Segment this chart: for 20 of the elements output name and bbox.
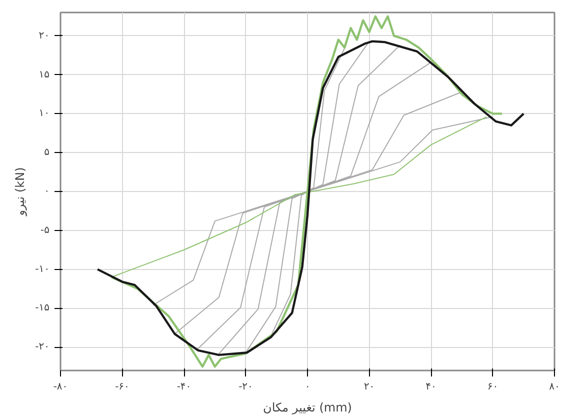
y-tick-label: ۱۵ bbox=[38, 69, 50, 80]
y-tick-label: -۵ bbox=[40, 224, 50, 236]
x-tick-label: ۴۰ bbox=[426, 382, 436, 392]
y-tick-label: ۰ bbox=[44, 186, 50, 197]
x-tick-label: ۶۰ bbox=[487, 382, 498, 392]
y-tick-label: -۱۰ bbox=[35, 264, 50, 275]
x-tick-label: ۸۰ bbox=[549, 382, 560, 392]
x-tick-label: -۴۰ bbox=[176, 382, 192, 392]
y-tick-label: -۲۰ bbox=[35, 342, 50, 353]
y-tick-label: -۱۵ bbox=[35, 302, 50, 314]
x-axis-title: تغییر مکان (mm) bbox=[263, 400, 352, 414]
y-tick-label: ۲۰ bbox=[38, 30, 50, 42]
y-axis-title: نیرو (kN) bbox=[13, 167, 28, 217]
y-tick-label: ۱۰ bbox=[38, 108, 50, 120]
x-tick-label: ۲۰ bbox=[364, 382, 375, 392]
x-tick-label: -۸۰ bbox=[53, 382, 68, 392]
y-tick-label: ۵ bbox=[44, 147, 50, 158]
x-tick-label: -۲۰ bbox=[238, 382, 253, 392]
x-tick-label: -۶۰ bbox=[115, 382, 130, 392]
x-tick-label: ۰ bbox=[304, 382, 310, 392]
